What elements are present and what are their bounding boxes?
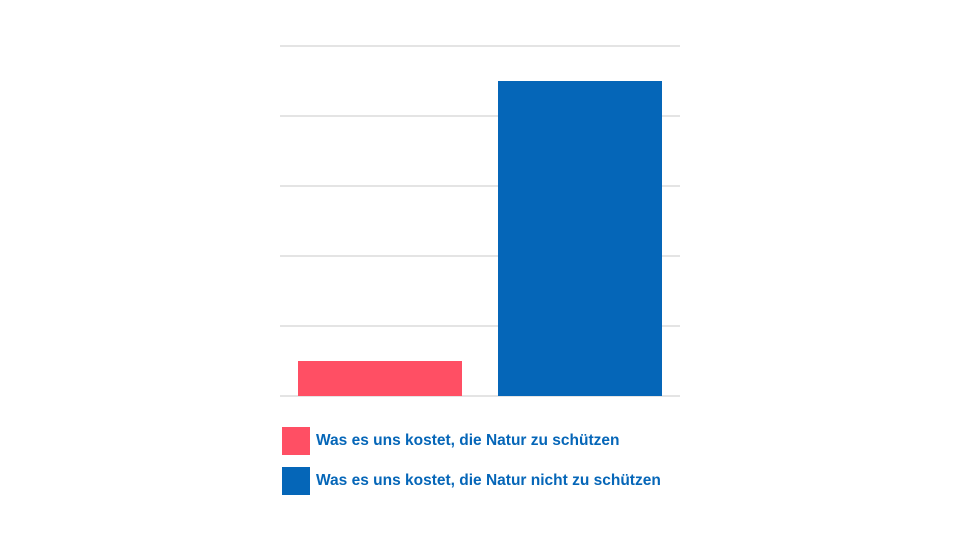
legend-swatch-not-protect [282,467,310,495]
legend-swatch-protect [282,427,310,455]
legend-label-protect: Was es uns kostet, die Natur zu schützen [316,432,620,449]
bar-1 [498,81,662,396]
legend-item-protect: Was es uns kostet, die Natur zu schützen [282,426,661,456]
bars [298,81,662,396]
legend: Was es uns kostet, die Natur zu schützen… [282,426,661,506]
legend-label-not-protect: Was es uns kostet, die Natur nicht zu sc… [316,472,661,489]
bar-0 [298,361,462,396]
legend-item-not-protect: Was es uns kostet, die Natur nicht zu sc… [282,466,661,496]
